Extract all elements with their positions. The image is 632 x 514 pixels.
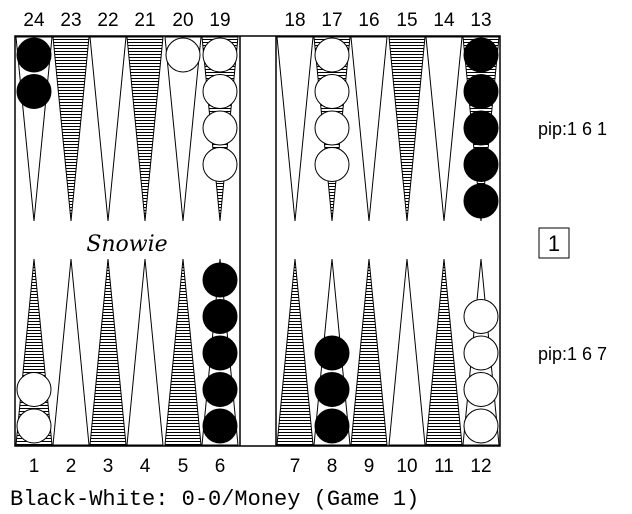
match-caption: Black-White: 0-0/Money (Game 1): [10, 487, 419, 512]
point-label-1: 1: [29, 456, 40, 477]
white-checker[interactable]: [16, 372, 52, 407]
snowie-logo: Snowie: [86, 232, 167, 257]
point-11[interactable]: [425, 258, 463, 446]
white-checker[interactable]: [463, 372, 499, 407]
white-checker[interactable]: [314, 110, 350, 146]
point-18[interactable]: [276, 36, 314, 222]
point-label-3: 3: [103, 456, 114, 477]
white-checker[interactable]: [314, 37, 350, 73]
point-label-18: 18: [284, 10, 305, 31]
white-checker[interactable]: [463, 299, 499, 334]
white-checker[interactable]: [314, 74, 350, 109]
pip-count-top: pip:1 6 1: [538, 119, 607, 139]
point-16[interactable]: [350, 36, 388, 222]
white-checker[interactable]: [202, 74, 238, 109]
checkers-layer: [16, 37, 499, 444]
black-checker[interactable]: [202, 262, 238, 298]
doubling-cube[interactable]: [538, 227, 570, 259]
point-23[interactable]: [52, 36, 90, 222]
white-checker[interactable]: [165, 37, 201, 73]
point-label-24: 24: [23, 10, 45, 31]
point-label-9: 9: [364, 456, 375, 477]
point-label-23: 23: [60, 10, 81, 31]
point-21[interactable]: [126, 36, 164, 222]
point-14[interactable]: [425, 36, 463, 222]
top-point-numbers: 24 23 22 21 20 19 18 17 16 15 14 13: [23, 10, 491, 31]
white-checker[interactable]: [463, 335, 499, 371]
point-label-19: 19: [209, 10, 230, 31]
white-checker[interactable]: [16, 408, 52, 444]
black-checker[interactable]: [314, 335, 350, 371]
point-20[interactable]: [164, 36, 202, 222]
point-5[interactable]: [164, 258, 202, 446]
point-label-14: 14: [433, 10, 455, 31]
point-22[interactable]: [89, 36, 127, 222]
black-checker[interactable]: [314, 408, 350, 444]
black-checker[interactable]: [202, 372, 238, 407]
point-label-4: 4: [140, 456, 151, 477]
black-checker[interactable]: [202, 299, 238, 334]
point-15[interactable]: [388, 36, 426, 222]
point-label-6: 6: [215, 456, 226, 477]
point-label-8: 8: [327, 456, 338, 477]
white-checker[interactable]: [463, 408, 499, 444]
point-9[interactable]: [350, 258, 388, 446]
point-label-2: 2: [66, 456, 77, 477]
white-checker[interactable]: [202, 147, 238, 182]
white-checker[interactable]: [202, 37, 238, 73]
white-checker[interactable]: [314, 147, 350, 182]
point-4[interactable]: [126, 258, 164, 446]
point-label-20: 20: [172, 10, 193, 31]
point-label-17: 17: [321, 10, 342, 31]
point-label-5: 5: [178, 456, 189, 477]
point-2[interactable]: [52, 258, 90, 446]
point-label-21: 21: [134, 10, 155, 31]
point-label-10: 10: [396, 456, 417, 477]
point-label-7: 7: [290, 456, 301, 477]
point-3[interactable]: [89, 258, 127, 446]
point-7[interactable]: [276, 258, 314, 446]
black-checker[interactable]: [202, 408, 238, 444]
black-checker[interactable]: [202, 335, 238, 371]
point-label-11: 11: [434, 456, 454, 477]
black-checker[interactable]: [463, 147, 499, 182]
black-checker[interactable]: [463, 183, 499, 219]
point-label-12: 12: [470, 456, 491, 477]
black-checker[interactable]: [463, 74, 499, 109]
black-checker[interactable]: [463, 110, 499, 146]
black-checker[interactable]: [16, 37, 52, 73]
black-checker[interactable]: [314, 372, 350, 407]
point-label-22: 22: [97, 10, 118, 31]
bottom-point-numbers: 1 2 3 4 5 6 7 8 9 10 11 12: [29, 456, 492, 477]
black-checker[interactable]: [16, 74, 52, 109]
point-label-16: 16: [358, 10, 379, 31]
pip-count-bottom: pip:1 6 7: [538, 344, 607, 364]
doubling-cube-value: 1: [548, 231, 560, 256]
point-10[interactable]: [388, 258, 426, 446]
point-label-13: 13: [470, 10, 491, 31]
point-label-15: 15: [396, 10, 417, 31]
board-frame: [14, 35, 501, 447]
black-checker[interactable]: [463, 37, 499, 73]
white-checker[interactable]: [202, 110, 238, 146]
